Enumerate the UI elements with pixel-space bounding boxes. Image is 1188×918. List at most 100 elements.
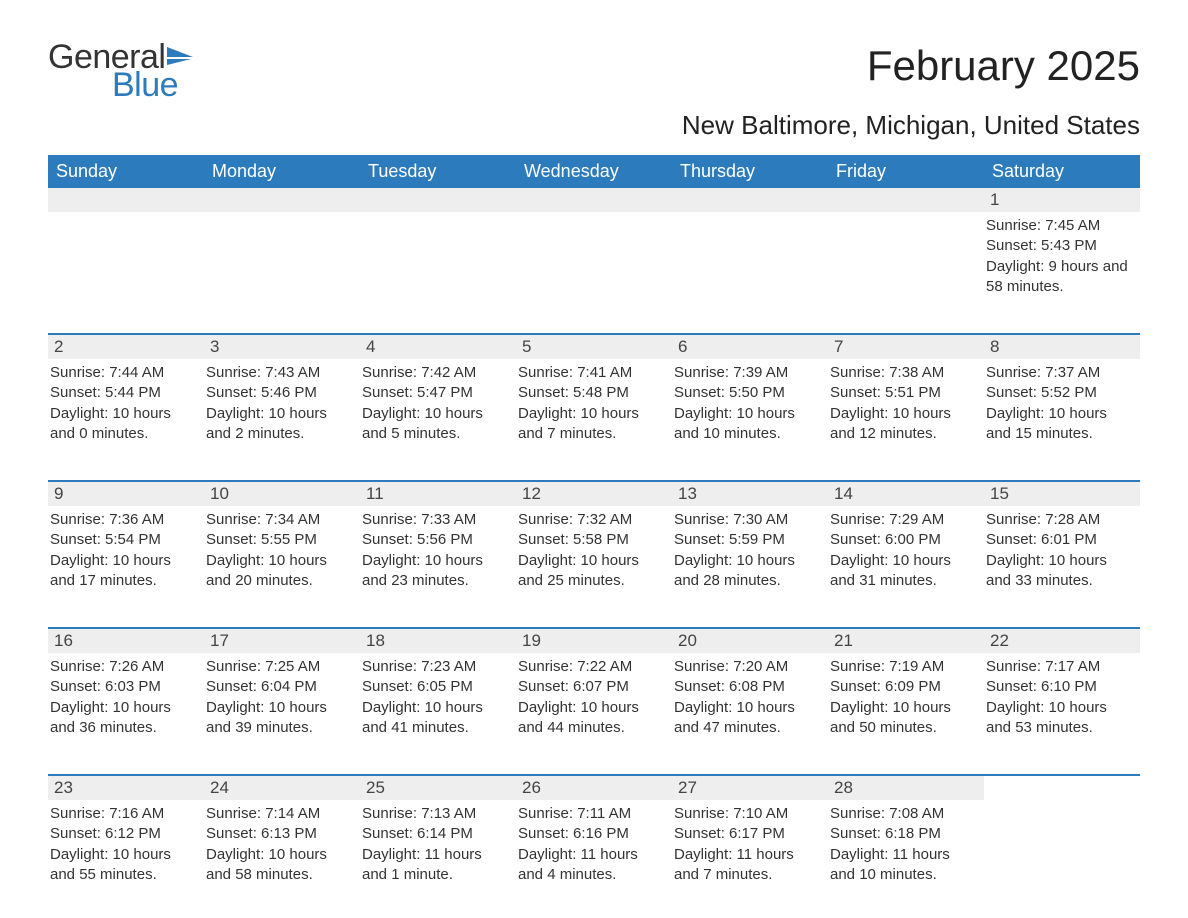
sunrise-text: Sunrise: 7:29 AM [830,510,976,530]
day-number: 9 [48,482,204,506]
day-number: 15 [984,482,1140,506]
day-detail: Sunrise: 7:13 AMSunset: 6:14 PMDaylight:… [362,804,508,885]
daylight-text: Daylight: 10 hours and 5 minutes. [362,404,508,445]
day-cell [516,188,672,315]
day-number: 2 [48,335,204,359]
daylight-text: Daylight: 10 hours and 25 minutes. [518,551,664,592]
day-number [48,188,204,212]
sunrise-text: Sunrise: 7:26 AM [50,657,196,677]
day-cell: 19Sunrise: 7:22 AMSunset: 6:07 PMDayligh… [516,629,672,756]
day-cell [48,188,204,315]
sunrise-text: Sunrise: 7:42 AM [362,363,508,383]
day-detail: Sunrise: 7:39 AMSunset: 5:50 PMDaylight:… [674,363,820,444]
day-cell: 24Sunrise: 7:14 AMSunset: 6:13 PMDayligh… [204,776,360,903]
day-cell: 13Sunrise: 7:30 AMSunset: 5:59 PMDayligh… [672,482,828,609]
daylight-text: Daylight: 10 hours and 28 minutes. [674,551,820,592]
sunrise-text: Sunrise: 7:44 AM [50,363,196,383]
sunset-text: Sunset: 6:09 PM [830,677,976,697]
sunrise-text: Sunrise: 7:43 AM [206,363,352,383]
logo-word2: Blue [112,68,199,102]
sunrise-text: Sunrise: 7:36 AM [50,510,196,530]
sunrise-text: Sunrise: 7:28 AM [986,510,1132,530]
day-cell: 11 Sunrise: 7:33 AMSunset: 5:56 PMDayligh… [360,482,516,609]
sunset-text: Sunset: 6:18 PM [830,824,976,844]
sunset-text: Sunset: 5:47 PM [362,383,508,403]
week-row: 2Sunrise: 7:44 AMSunset: 5:44 PMDaylight… [48,333,1140,462]
sunset-text: Sunset: 6:13 PM [206,824,352,844]
day-detail: Sunrise: 7:33 AMSunset: 5:56 PMDaylight:… [362,510,508,591]
daylight-text: Daylight: 11 hours and 1 minute. [362,845,508,886]
day-cell: 5Sunrise: 7:41 AMSunset: 5:48 PMDaylight… [516,335,672,462]
day-detail: Sunrise: 7:34 AMSunset: 5:55 PMDaylight:… [206,510,352,591]
weekday-header: Tuesday [360,155,516,188]
day-cell: 23 Sunrise: 7:16 AMSunset: 6:12 PMDayligh… [48,776,204,903]
sunset-text: Sunset: 5:43 PM [986,236,1132,256]
day-number [984,776,1140,780]
day-detail: Sunrise: 7:30 AMSunset: 5:59 PMDaylight:… [674,510,820,591]
day-detail: Sunrise: 7:43 AMSunset: 5:46 PMDaylight:… [206,363,352,444]
week-row: 9 Sunrise: 7:36 AMSunset: 5:54 PMDaylight… [48,480,1140,609]
day-cell: 8Sunrise: 7:37 AMSunset: 5:52 PMDaylight… [984,335,1140,462]
daylight-text: Daylight: 10 hours and 23 minutes. [362,551,508,592]
day-number: 22 [984,629,1140,653]
sunset-text: Sunset: 5:46 PM [206,383,352,403]
daylight-text: Daylight: 10 hours and 33 minutes. [986,551,1132,592]
day-detail: Sunrise: 7:08 AMSunset: 6:18 PMDaylight:… [830,804,976,885]
daylight-text: Daylight: 10 hours and 53 minutes. [986,698,1132,739]
day-number: 24 [204,776,360,800]
day-cell: 26Sunrise: 7:11 AMSunset: 6:16 PMDayligh… [516,776,672,903]
day-detail: Sunrise: 7:26 AMSunset: 6:03 PMDaylight:… [50,657,196,738]
day-number: 14 [828,482,984,506]
weekday-header-row: SundayMondayTuesdayWednesdayThursdayFrid… [48,155,1140,188]
day-number: 11 [360,482,516,506]
day-detail: Sunrise: 7:16 AMSunset: 6:12 PMDaylight:… [50,804,196,885]
daylight-text: Daylight: 9 hours and 58 minutes. [986,257,1132,298]
day-number: 23 [48,776,204,800]
daylight-text: Daylight: 10 hours and 55 minutes. [50,845,196,886]
sunset-text: Sunset: 5:52 PM [986,383,1132,403]
daylight-text: Daylight: 11 hours and 4 minutes. [518,845,664,886]
day-number: 19 [516,629,672,653]
day-cell: 1Sunrise: 7:45 AMSunset: 5:43 PMDaylight… [984,188,1140,315]
day-detail: Sunrise: 7:41 AMSunset: 5:48 PMDaylight:… [518,363,664,444]
daylight-text: Daylight: 10 hours and 2 minutes. [206,404,352,445]
sunrise-text: Sunrise: 7:10 AM [674,804,820,824]
sunrise-text: Sunrise: 7:32 AM [518,510,664,530]
daylight-text: Daylight: 10 hours and 12 minutes. [830,404,976,445]
day-number: 10 [204,482,360,506]
day-number: 20 [672,629,828,653]
sunrise-text: Sunrise: 7:45 AM [986,216,1132,236]
sunset-text: Sunset: 6:10 PM [986,677,1132,697]
day-detail: Sunrise: 7:45 AMSunset: 5:43 PMDaylight:… [986,216,1132,297]
day-number: 27 [672,776,828,800]
day-cell: 10 Sunrise: 7:34 AMSunset: 5:55 PMDayligh… [204,482,360,609]
daylight-text: Daylight: 10 hours and 20 minutes. [206,551,352,592]
sunset-text: Sunset: 6:07 PM [518,677,664,697]
day-cell [828,188,984,315]
day-cell: 6Sunrise: 7:39 AMSunset: 5:50 PMDaylight… [672,335,828,462]
sunset-text: Sunset: 5:50 PM [674,383,820,403]
day-number: 21 [828,629,984,653]
day-detail: Sunrise: 7:36 AMSunset: 5:54 PMDaylight:… [50,510,196,591]
header-row: General Blue February 2025 [48,40,1140,102]
day-number [672,188,828,212]
sunrise-text: Sunrise: 7:17 AM [986,657,1132,677]
daylight-text: Daylight: 10 hours and 17 minutes. [50,551,196,592]
day-cell: 2Sunrise: 7:44 AMSunset: 5:44 PMDaylight… [48,335,204,462]
daylight-text: Daylight: 11 hours and 10 minutes. [830,845,976,886]
daylight-text: Daylight: 10 hours and 44 minutes. [518,698,664,739]
weekday-header: Thursday [672,155,828,188]
day-cell [360,188,516,315]
sunset-text: Sunset: 5:55 PM [206,530,352,550]
sunset-text: Sunset: 6:17 PM [674,824,820,844]
sunset-text: Sunset: 6:04 PM [206,677,352,697]
daylight-text: Daylight: 10 hours and 39 minutes. [206,698,352,739]
daylight-text: Daylight: 10 hours and 15 minutes. [986,404,1132,445]
sunrise-text: Sunrise: 7:25 AM [206,657,352,677]
day-detail: Sunrise: 7:17 AMSunset: 6:10 PMDaylight:… [986,657,1132,738]
sunset-text: Sunset: 6:00 PM [830,530,976,550]
sunset-text: Sunset: 6:08 PM [674,677,820,697]
daylight-text: Daylight: 10 hours and 36 minutes. [50,698,196,739]
daylight-text: Daylight: 10 hours and 0 minutes. [50,404,196,445]
day-number: 4 [360,335,516,359]
